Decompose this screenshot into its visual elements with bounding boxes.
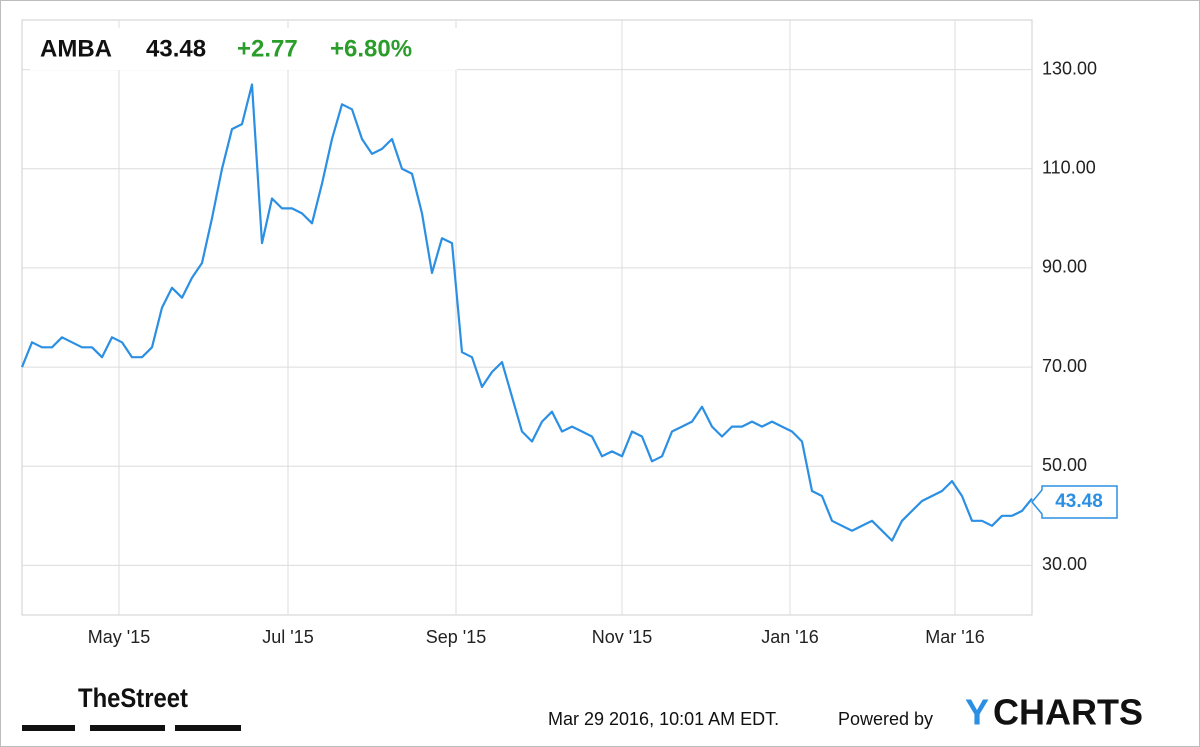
price: 43.48 [146,35,206,62]
last-price-box [1031,485,1118,519]
grid [22,20,1032,615]
change: +2.77 [237,35,298,62]
price-line [20,83,1033,542]
x-tick-label: Mar '16 [925,627,984,647]
marks [20,83,1033,542]
change-pct: +6.80% [330,35,412,62]
ticker: AMBA [40,35,112,62]
x-tick-label: Jul '15 [262,627,313,647]
x-tick-label: Jan '16 [761,627,818,647]
brand-rest: CHARTS [993,692,1143,733]
x-tick-label: Sep '15 [426,627,487,647]
y-tick-label: 110.00 [1042,158,1096,178]
timestamp: Mar 29 2016, 10:01 AM EDT. [548,709,779,729]
plot-area [21,19,1033,616]
y-tick-label: 50.00 [1042,455,1087,475]
x-tick-label: May '15 [88,627,150,647]
powered-by: Powered by [838,709,933,729]
source-logo: TheStreet [78,683,188,713]
y-tick-label: 70.00 [1042,356,1087,376]
last-price-label: 43.48 [1055,491,1103,512]
y-tick-label: 30.00 [1042,554,1087,574]
x-tick-label: Nov '15 [592,627,652,647]
logo-bar [90,725,165,731]
logo-bar [175,725,241,731]
header-box [30,28,457,70]
logo-bar [22,725,75,731]
y-tick-label: 90.00 [1042,257,1087,277]
y-tick-label: 130.00 [1042,58,1097,78]
brand-y: Y [965,692,989,733]
